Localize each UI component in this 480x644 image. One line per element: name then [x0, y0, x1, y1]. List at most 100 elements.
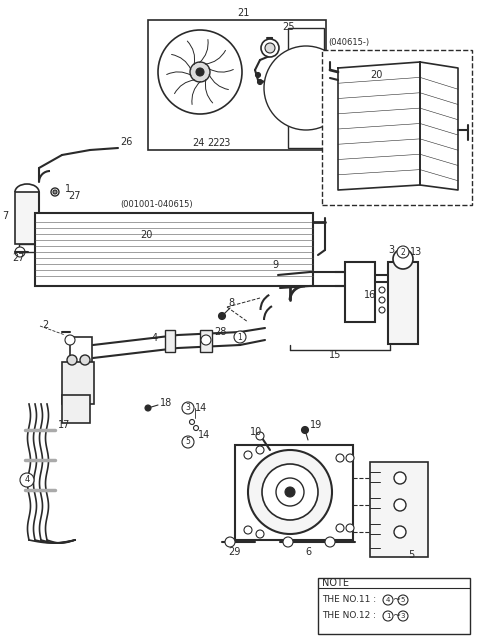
- Text: (040615-): (040615-): [328, 37, 369, 46]
- Bar: [62, 362, 94, 404]
- Circle shape: [379, 297, 385, 303]
- Text: 4: 4: [152, 333, 158, 343]
- Circle shape: [262, 464, 318, 520]
- Text: 8: 8: [228, 298, 234, 308]
- Bar: [235, 445, 353, 540]
- Text: 7: 7: [2, 211, 8, 221]
- Circle shape: [383, 611, 393, 621]
- Bar: [345, 262, 375, 322]
- Circle shape: [80, 355, 90, 365]
- Circle shape: [190, 419, 194, 424]
- Circle shape: [265, 43, 275, 53]
- Text: 4: 4: [24, 475, 30, 484]
- Bar: [19, 244, 35, 252]
- Text: 4: 4: [386, 597, 390, 603]
- Bar: [70, 337, 92, 365]
- Text: 5: 5: [408, 550, 414, 560]
- Circle shape: [248, 450, 332, 534]
- Text: 26: 26: [120, 137, 132, 147]
- Circle shape: [394, 499, 406, 511]
- Circle shape: [379, 287, 385, 293]
- Circle shape: [397, 246, 409, 258]
- Circle shape: [261, 39, 279, 57]
- Circle shape: [393, 249, 413, 269]
- Circle shape: [325, 537, 335, 547]
- Text: 19: 19: [310, 420, 322, 430]
- Circle shape: [255, 73, 261, 77]
- Circle shape: [256, 530, 264, 538]
- Text: ~: ~: [393, 595, 401, 605]
- Text: 15: 15: [329, 350, 341, 360]
- Circle shape: [276, 478, 304, 506]
- Text: 22: 22: [207, 138, 219, 148]
- Bar: [388, 262, 418, 344]
- Circle shape: [15, 247, 25, 257]
- Circle shape: [196, 68, 204, 76]
- Circle shape: [158, 30, 242, 114]
- Text: 27: 27: [68, 191, 81, 201]
- Text: 29: 29: [228, 547, 240, 557]
- Bar: [62, 395, 90, 423]
- Text: 2: 2: [401, 247, 406, 256]
- Bar: [318, 578, 470, 634]
- Text: 24: 24: [192, 138, 204, 148]
- Text: 1: 1: [386, 613, 390, 619]
- Circle shape: [285, 487, 295, 497]
- Text: 28: 28: [214, 327, 227, 337]
- Text: 23: 23: [218, 138, 230, 148]
- Circle shape: [301, 426, 309, 433]
- Circle shape: [336, 524, 344, 532]
- Circle shape: [20, 473, 34, 487]
- Circle shape: [398, 595, 408, 605]
- Circle shape: [182, 436, 194, 448]
- Circle shape: [201, 335, 211, 345]
- Text: 1: 1: [65, 184, 71, 194]
- Bar: [15, 192, 39, 244]
- Circle shape: [336, 454, 344, 462]
- Circle shape: [225, 537, 235, 547]
- Circle shape: [53, 190, 57, 194]
- Circle shape: [190, 62, 210, 82]
- Bar: [322, 50, 472, 205]
- Circle shape: [193, 426, 199, 430]
- Text: NOTE: NOTE: [322, 578, 349, 588]
- Text: 10: 10: [250, 427, 262, 437]
- Text: 5: 5: [186, 437, 191, 446]
- Text: 20: 20: [370, 70, 383, 80]
- Circle shape: [394, 526, 406, 538]
- Text: (001001-040615): (001001-040615): [120, 200, 192, 209]
- Text: 14: 14: [195, 403, 207, 413]
- Circle shape: [383, 595, 393, 605]
- Circle shape: [67, 355, 77, 365]
- Text: 3: 3: [186, 404, 191, 413]
- Text: 3: 3: [401, 613, 405, 619]
- Circle shape: [346, 524, 354, 532]
- Circle shape: [256, 432, 264, 440]
- Circle shape: [244, 451, 252, 459]
- Circle shape: [283, 537, 293, 547]
- Circle shape: [398, 611, 408, 621]
- Circle shape: [264, 46, 348, 130]
- Text: 16: 16: [364, 290, 376, 300]
- Text: 25: 25: [282, 22, 295, 32]
- Circle shape: [145, 405, 151, 411]
- Text: 2: 2: [42, 320, 48, 330]
- Text: THE NO.11 :: THE NO.11 :: [322, 596, 376, 605]
- Circle shape: [234, 331, 246, 343]
- Text: 21: 21: [237, 8, 249, 18]
- Text: 27: 27: [12, 253, 24, 263]
- Text: 20: 20: [140, 230, 152, 240]
- Text: 17: 17: [58, 420, 71, 430]
- Text: ~: ~: [393, 611, 401, 621]
- Circle shape: [394, 472, 406, 484]
- Text: 3: 3: [388, 245, 394, 255]
- Circle shape: [65, 335, 75, 345]
- Circle shape: [182, 402, 194, 414]
- Circle shape: [244, 526, 252, 534]
- Bar: [35, 213, 313, 286]
- Circle shape: [256, 446, 264, 454]
- Circle shape: [218, 312, 226, 319]
- Circle shape: [379, 307, 385, 313]
- Bar: [200, 330, 212, 352]
- Text: THE NO.12 :: THE NO.12 :: [322, 612, 376, 621]
